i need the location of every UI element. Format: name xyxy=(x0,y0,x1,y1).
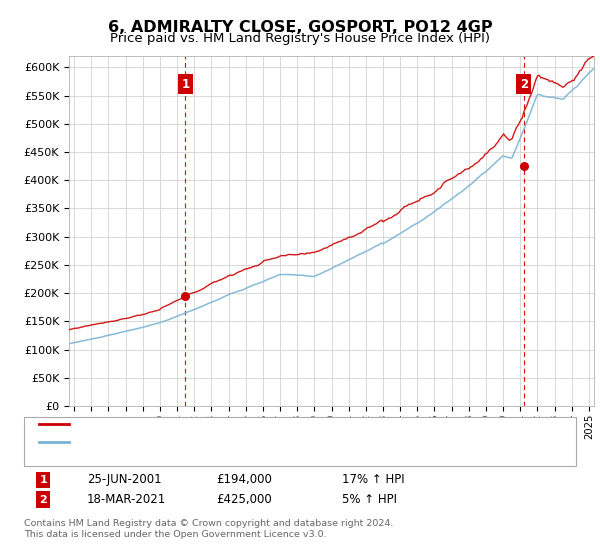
Text: Contains HM Land Registry data © Crown copyright and database right 2024.: Contains HM Land Registry data © Crown c… xyxy=(24,519,394,528)
Text: £425,000: £425,000 xyxy=(216,493,272,506)
Text: This data is licensed under the Open Government Licence v3.0.: This data is licensed under the Open Gov… xyxy=(24,530,326,539)
Text: 2: 2 xyxy=(40,494,47,505)
Text: 6, ADMIRALTY CLOSE, GOSPORT, PO12 4GP (detached house): 6, ADMIRALTY CLOSE, GOSPORT, PO12 4GP (d… xyxy=(74,419,421,429)
Text: HPI: Average price, detached house, Gosport: HPI: Average price, detached house, Gosp… xyxy=(74,437,330,447)
Text: 17% ↑ HPI: 17% ↑ HPI xyxy=(342,473,404,487)
Text: 6, ADMIRALTY CLOSE, GOSPORT, PO12 4GP: 6, ADMIRALTY CLOSE, GOSPORT, PO12 4GP xyxy=(107,20,493,35)
Text: 1: 1 xyxy=(40,475,47,485)
Text: 2: 2 xyxy=(520,78,528,91)
Text: 25-JUN-2001: 25-JUN-2001 xyxy=(87,473,161,487)
Text: 18-MAR-2021: 18-MAR-2021 xyxy=(87,493,166,506)
Text: Price paid vs. HM Land Registry's House Price Index (HPI): Price paid vs. HM Land Registry's House … xyxy=(110,32,490,45)
Text: 1: 1 xyxy=(181,78,190,91)
Text: £194,000: £194,000 xyxy=(216,473,272,487)
Text: 5% ↑ HPI: 5% ↑ HPI xyxy=(342,493,397,506)
